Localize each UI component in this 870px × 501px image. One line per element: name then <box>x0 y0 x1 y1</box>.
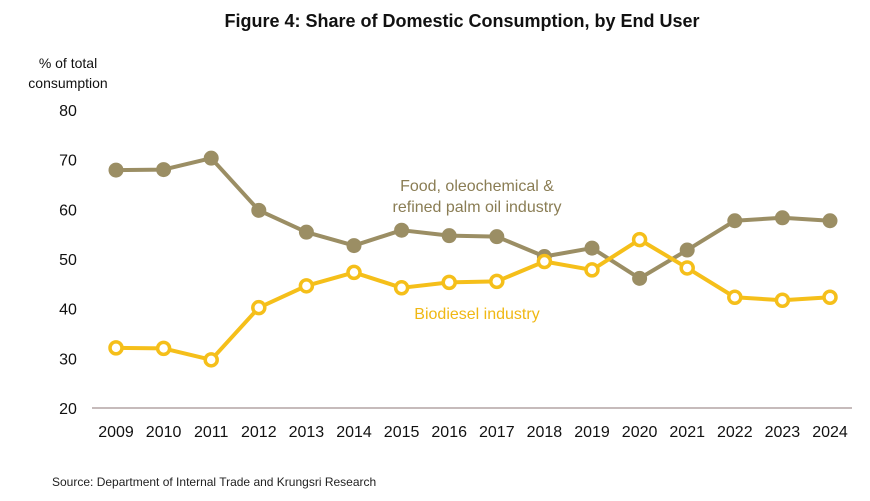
data-point-biodiesel <box>251 299 267 316</box>
data-point-food <box>632 270 648 286</box>
y-tick-label: 30 <box>59 351 77 368</box>
y-axis: 80 70 60 50 40 30 20 <box>59 103 77 418</box>
x-tick-label: 2018 <box>527 424 563 441</box>
x-tick-label: 2013 <box>289 424 325 441</box>
data-point-food <box>251 202 267 218</box>
data-point-food <box>394 222 410 238</box>
x-tick-label: 2021 <box>669 424 705 441</box>
data-point-food <box>679 242 695 258</box>
data-point-food <box>584 240 600 256</box>
y-tick-label: 20 <box>59 401 77 418</box>
data-point-food <box>822 213 838 229</box>
y-tick-label: 60 <box>59 202 77 219</box>
data-point-biodiesel <box>298 278 315 294</box>
data-point-biodiesel <box>155 340 172 357</box>
data-point-biodiesel <box>441 274 457 291</box>
x-tick-label: 2015 <box>384 424 420 441</box>
series-label-food-line-1: Food, oleochemical & <box>400 178 554 195</box>
data-point-food <box>441 228 457 244</box>
data-point-biodiesel <box>346 264 362 281</box>
data-point-food <box>346 238 362 254</box>
data-point-biodiesel <box>203 352 219 368</box>
x-axis: 2009 2010 2011 2012 2013 2014 2015 2016 2017 2018… <box>98 424 848 441</box>
data-point-food <box>108 162 124 178</box>
series-line-biodiesel <box>114 237 832 362</box>
data-point-biodiesel <box>631 231 648 248</box>
y-axis-label-line-2: consumption <box>28 75 107 91</box>
series-label-biodiesel: Biodiesel industry <box>414 306 539 323</box>
data-point-biodiesel <box>774 292 791 308</box>
x-tick-label: 2009 <box>98 424 134 441</box>
x-tick-label: 2022 <box>717 424 753 441</box>
x-tick-label: 2012 <box>241 424 277 441</box>
series-label-food-line-2: refined palm oil industry <box>393 199 562 216</box>
y-tick-label: 70 <box>59 153 77 170</box>
data-point-biodiesel <box>679 260 695 276</box>
data-point-biodiesel <box>536 253 553 270</box>
data-point-biodiesel <box>108 340 124 356</box>
data-point-food <box>489 229 505 245</box>
x-tick-label: 2016 <box>431 424 467 441</box>
x-tick-label: 2023 <box>765 424 801 441</box>
series-layer <box>108 150 838 368</box>
source-note: Source: Department of Internal Trade and… <box>52 475 376 489</box>
x-tick-label: 2017 <box>479 424 515 441</box>
data-point-biodiesel <box>584 262 600 278</box>
data-point-food <box>727 213 743 229</box>
y-tick-label: 80 <box>59 103 77 120</box>
x-tick-label: 2020 <box>622 424 658 441</box>
data-point-food <box>156 162 172 178</box>
data-point-biodiesel <box>489 273 505 290</box>
data-point-biodiesel <box>727 289 743 305</box>
x-tick-label: 2024 <box>812 424 848 441</box>
y-tick-label: 50 <box>59 252 77 269</box>
data-point-biodiesel <box>393 280 410 296</box>
data-point-food <box>203 150 219 166</box>
series-line-food <box>114 156 832 281</box>
chart-title: Figure 4: Share of Domestic Consumption,… <box>224 11 699 31</box>
data-point-food <box>298 224 314 240</box>
x-tick-label: 2010 <box>146 424 182 441</box>
y-axis-label-line-1: % of total <box>39 55 97 71</box>
x-tick-label: 2011 <box>194 424 229 441</box>
x-tick-label: 2019 <box>574 424 610 441</box>
x-tick-label: 2014 <box>336 424 372 441</box>
y-tick-label: 40 <box>59 302 77 319</box>
data-point-food <box>774 210 790 226</box>
data-point-biodiesel <box>822 289 838 305</box>
